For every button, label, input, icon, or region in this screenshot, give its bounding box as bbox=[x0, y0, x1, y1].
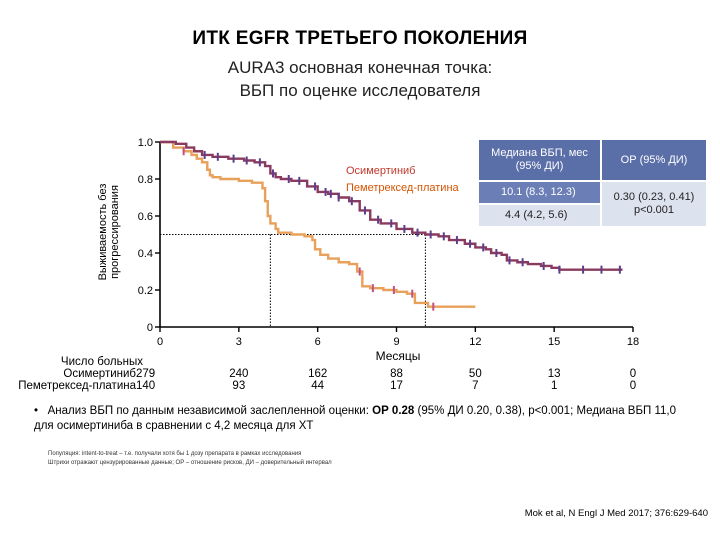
chemo-curve bbox=[160, 140, 476, 308]
analysis-note: • Анализ ВБП по данным независимой засле… bbox=[34, 404, 694, 434]
y-tick-label: 0.8 bbox=[138, 174, 153, 186]
y-tick-label: 0.6 bbox=[138, 211, 153, 223]
table-cell-osimertinib-median: 10.1 (8.3, 12.3) bbox=[479, 182, 600, 203]
table-cell-chemo-median-text: 4.4 (4.2, 5.6) bbox=[505, 209, 568, 221]
at-risk-value: 240 bbox=[229, 368, 249, 380]
slide-subtitle: AURA3 основная конечная точка: ВБП по оц… bbox=[0, 56, 720, 102]
median-lines bbox=[160, 234, 426, 327]
y-tick-label: 0.2 bbox=[138, 285, 153, 297]
x-tick-label: 18 bbox=[627, 336, 639, 348]
at-risk-value: 1 bbox=[550, 380, 558, 392]
table-cell-chemo-median: 4.4 (4.2, 5.6) bbox=[479, 205, 600, 226]
table-cell-hazard-ratio: 0.30 (0.23, 0.41) p<0.001 bbox=[602, 182, 706, 226]
hazard-ratio-value: 0.30 (0.23, 0.41) bbox=[613, 191, 695, 203]
citation: Mok et al, N Engl J Med 2017; 376:629-64… bbox=[524, 508, 708, 519]
legend-osimertinib: Осимертиниб bbox=[346, 165, 415, 177]
at-risk-value: 50 bbox=[468, 368, 482, 380]
at-risk-label-chemo: Пеметрексед-платина bbox=[18, 380, 136, 392]
p-value: p<0.001 bbox=[633, 204, 675, 216]
at-risk-title: Число больных bbox=[60, 356, 143, 368]
y-tick-label: 0 bbox=[147, 322, 153, 334]
x-tick-label: 3 bbox=[236, 336, 242, 348]
at-risk-label-osimertinib: Осимертиниб bbox=[63, 368, 136, 380]
x-tick-label: 6 bbox=[315, 336, 321, 348]
footnote-population: Популяция: intent-to-treat – т.е. получа… bbox=[48, 451, 302, 457]
slide-title: ИТК EGFR ТРЕТЬЕГО ПОКОЛЕНИЯ bbox=[192, 28, 528, 49]
x-tick-label: 12 bbox=[469, 336, 481, 348]
at-risk-value: 162 bbox=[308, 368, 328, 380]
at-risk-value: 0 bbox=[629, 368, 637, 380]
x-tick-label: 0 bbox=[157, 336, 163, 348]
analysis-note-hr: ОР 0.28 bbox=[372, 405, 415, 417]
table-header-hr: ОР (95% ДИ) bbox=[602, 140, 706, 180]
table-header-median-text: Медиана ВБП, мес (95% ДИ) bbox=[491, 147, 588, 172]
analysis-note-text-2: (95% ДИ 0.20, 0.38), p<0.001; Медиана ВБ… bbox=[34, 405, 676, 432]
at-risk-value: 279 bbox=[136, 368, 156, 380]
at-risk-value: 7 bbox=[472, 380, 479, 392]
subtitle-line-2: ВБП по оценке исследователя bbox=[239, 81, 481, 100]
x-axis-label: Месяцы bbox=[376, 349, 421, 363]
y-tick-label: 0.4 bbox=[138, 248, 153, 260]
analysis-note-text-1: Анализ ВБП по данным независимой заслепл… bbox=[47, 405, 373, 417]
table-header-median: Медиана ВБП, мес (95% ДИ) bbox=[479, 140, 600, 180]
at-risk-value: 93 bbox=[232, 380, 246, 392]
subtitle-line-1: AURA3 основная конечная точка: bbox=[227, 58, 493, 77]
osimertinib-curve bbox=[160, 140, 623, 271]
x-tick-label: 9 bbox=[393, 336, 399, 348]
at-risk-value: 17 bbox=[390, 380, 403, 392]
table-header-hr-text: ОР (95% ДИ) bbox=[620, 153, 688, 166]
at-risk-value: 13 bbox=[547, 368, 561, 380]
at-risk-value: 44 bbox=[311, 380, 325, 392]
y-axis-label-line-2: прогрессирования bbox=[109, 185, 121, 279]
y-axis-label-line-1: Выживаемость без bbox=[97, 184, 109, 281]
at-risk-value: 88 bbox=[390, 368, 403, 380]
at-risk-value: 140 bbox=[136, 380, 156, 392]
at-risk-value: 0 bbox=[629, 380, 637, 392]
legend-chemo: Пеметрексед-платина bbox=[346, 182, 460, 194]
x-tick-label: 15 bbox=[548, 336, 560, 348]
footnote-abbreviations: Штрихи отражают цензурированные данные; … bbox=[48, 460, 332, 466]
survival-curves bbox=[160, 140, 623, 311]
y-tick-label: 1.0 bbox=[138, 137, 153, 149]
bullet-marker: • bbox=[34, 405, 48, 417]
table-cell-osimertinib-median-text: 10.1 (8.3, 12.3) bbox=[501, 186, 576, 198]
